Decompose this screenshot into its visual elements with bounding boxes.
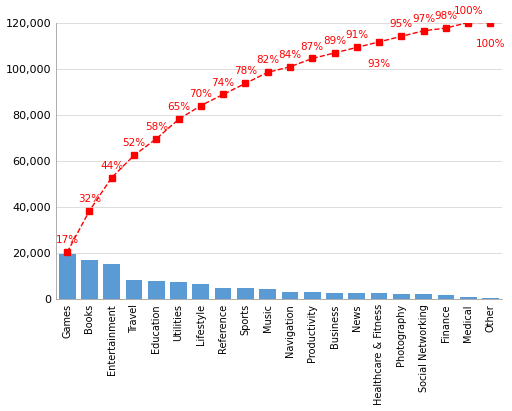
Bar: [393, 293, 410, 299]
Text: 95%: 95%: [390, 19, 413, 30]
Text: 52%: 52%: [122, 139, 145, 148]
Text: 84%: 84%: [279, 50, 302, 60]
Text: 58%: 58%: [145, 122, 168, 132]
Bar: [304, 292, 321, 299]
Text: 100%: 100%: [454, 6, 483, 16]
Bar: [260, 289, 276, 299]
Text: 98%: 98%: [434, 11, 458, 21]
Bar: [103, 263, 120, 299]
Bar: [81, 260, 98, 299]
Text: 17%: 17%: [56, 236, 79, 245]
Text: 87%: 87%: [301, 42, 324, 51]
Bar: [282, 292, 298, 299]
Text: 32%: 32%: [78, 194, 101, 204]
Text: 93%: 93%: [368, 58, 391, 69]
Bar: [415, 294, 432, 299]
Bar: [237, 288, 254, 299]
Bar: [438, 295, 454, 299]
Bar: [482, 298, 499, 299]
Text: 82%: 82%: [256, 55, 279, 65]
Bar: [59, 254, 76, 299]
Text: 70%: 70%: [189, 89, 212, 99]
Text: 97%: 97%: [412, 14, 435, 24]
Bar: [460, 297, 477, 299]
Bar: [170, 282, 187, 299]
Bar: [326, 293, 343, 299]
Text: 89%: 89%: [323, 36, 346, 46]
Text: 74%: 74%: [211, 78, 234, 88]
Bar: [371, 293, 388, 299]
Text: 91%: 91%: [345, 30, 368, 40]
Bar: [215, 288, 231, 299]
Text: 44%: 44%: [100, 161, 123, 171]
Text: 65%: 65%: [167, 102, 190, 113]
Text: 78%: 78%: [234, 67, 257, 76]
Text: 100%: 100%: [476, 39, 505, 49]
Bar: [349, 293, 365, 299]
Bar: [193, 284, 209, 299]
Bar: [148, 281, 165, 299]
Bar: [125, 280, 142, 299]
